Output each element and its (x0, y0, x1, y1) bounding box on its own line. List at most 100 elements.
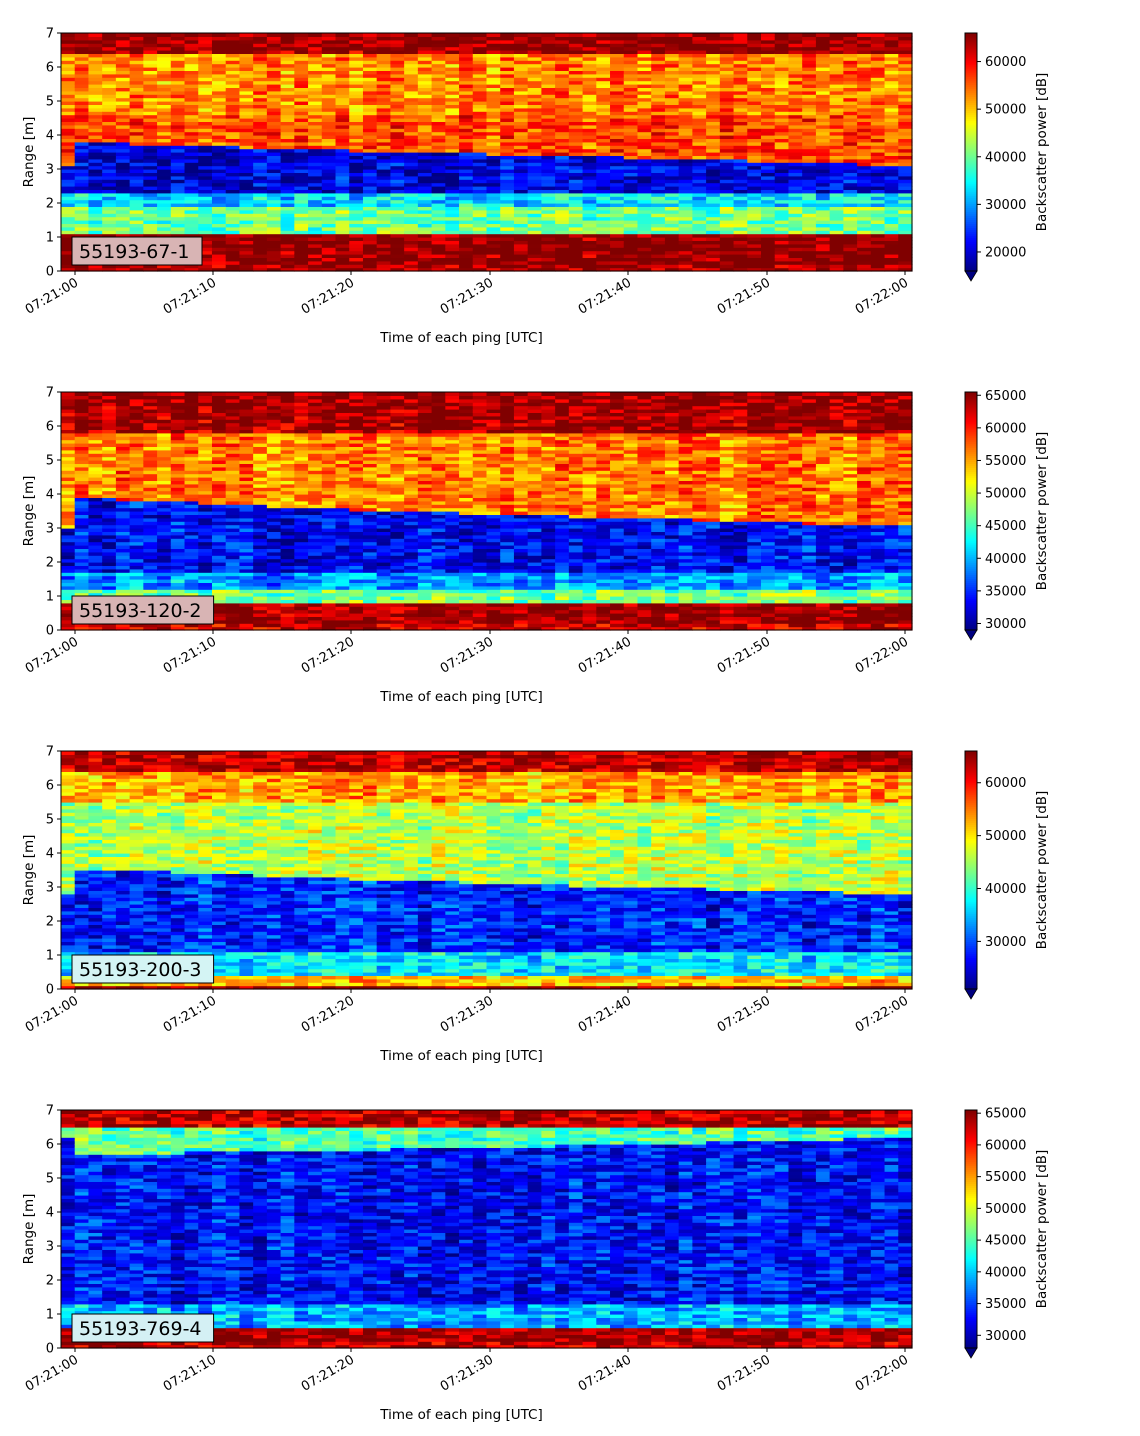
heatmap-cell (61, 226, 76, 231)
heatmap-cell (170, 186, 186, 190)
heatmap-cell (211, 230, 227, 235)
heatmap-cell (102, 80, 117, 85)
y-tick-label: 0 (46, 265, 54, 280)
heatmap-cell (308, 250, 323, 255)
heatmap-cell (88, 226, 103, 231)
heatmap-cell (321, 226, 337, 231)
heatmap-cell (472, 233, 488, 238)
heatmap-cell (596, 148, 611, 153)
heatmap-cell (129, 487, 144, 492)
heatmap-cell (404, 216, 419, 221)
heatmap-cell (170, 203, 186, 207)
heatmap-cell (857, 209, 872, 214)
heatmap-cell (335, 141, 350, 146)
heatmap-cell (733, 175, 748, 180)
heatmap-cell (884, 226, 899, 231)
heatmap-cell (623, 192, 639, 197)
heatmap-cell (225, 60, 241, 65)
heatmap-cell (308, 199, 323, 204)
heatmap-cell (115, 213, 131, 218)
heatmap-cell (664, 233, 680, 238)
heatmap-cell (170, 63, 186, 68)
heatmap-cell (280, 209, 295, 214)
heatmap-cell (568, 158, 584, 163)
heatmap-cell (129, 101, 144, 105)
heatmap-cell (61, 216, 76, 221)
colorbar-tick-label: 40000 (985, 150, 1026, 165)
heatmap-cell (239, 169, 254, 173)
heatmap-cell (761, 209, 776, 214)
heatmap-cell (198, 33, 213, 37)
heatmap-cell (74, 158, 90, 163)
heatmap-cell (637, 199, 652, 204)
heatmap-cell (115, 226, 131, 231)
heatmap-cell (102, 175, 117, 180)
heatmap-cell (170, 60, 186, 65)
heatmap-cell (555, 209, 570, 214)
heatmap-cell (198, 84, 213, 88)
y-axis-label: Range [m] (21, 117, 37, 188)
heatmap-cell (198, 169, 213, 173)
heatmap-cell (61, 121, 76, 126)
heatmap-cell (198, 90, 213, 95)
heatmap-cell (88, 56, 103, 61)
heatmap-cell (61, 169, 76, 173)
heatmap-cell (623, 233, 639, 238)
heatmap-cell (664, 141, 680, 146)
heatmap-cell (198, 209, 213, 214)
heatmap-cell (115, 165, 131, 170)
heatmap-cell (747, 250, 762, 255)
heatmap-cell (898, 199, 913, 204)
heatmap-cell (102, 56, 117, 61)
heatmap-cell (802, 148, 817, 153)
heatmap-cell (170, 114, 186, 119)
heatmap-cell (170, 67, 186, 71)
heatmap-cell (74, 199, 90, 204)
heatmap-cell (857, 158, 872, 163)
heatmap-cell (870, 192, 886, 197)
heatmap-cell (115, 148, 131, 153)
heatmap-cell (211, 70, 227, 75)
heatmap-cell (321, 158, 337, 163)
heatmap-cell (143, 470, 158, 475)
heatmap-cell (678, 264, 693, 269)
heatmap-cell (472, 264, 488, 269)
heatmap-cell (829, 226, 844, 231)
heatmap-cell (198, 118, 213, 122)
heatmap-cell (843, 182, 858, 187)
heatmap-cell (829, 216, 844, 221)
heatmap-cell (170, 182, 186, 187)
heatmap-cell (102, 128, 117, 133)
heatmap-cell (74, 90, 90, 95)
heatmap-cell (198, 94, 213, 99)
heatmap-cell (157, 179, 172, 184)
heatmap-cell (596, 216, 611, 221)
heatmap-cell (610, 243, 625, 248)
heatmap-cell (74, 77, 90, 82)
heatmap-cell (115, 56, 131, 61)
heatmap-cell (115, 63, 131, 68)
heatmap-cell (198, 233, 213, 238)
heatmap-cell (211, 250, 227, 255)
heatmap-cell (143, 175, 158, 180)
heatmap-cell (362, 141, 378, 146)
heatmap-cell (115, 128, 131, 133)
heatmap-cell (61, 199, 76, 204)
heatmap-cell (788, 216, 803, 221)
heatmap-cell (170, 209, 186, 214)
heatmap-cell (486, 165, 501, 170)
heatmap-cell (884, 165, 899, 170)
heatmap-cell (74, 196, 90, 201)
heatmap-cell (596, 192, 611, 197)
heatmap-cell (513, 226, 529, 231)
heatmap-cell (61, 223, 76, 228)
heatmap-cell (115, 487, 131, 492)
heatmap-cell (170, 199, 186, 204)
heatmap-cell (582, 209, 597, 214)
heatmap-cell (225, 247, 241, 252)
heatmap-cell (88, 196, 103, 201)
heatmap-cell (761, 148, 776, 153)
heatmap-cell (239, 118, 254, 122)
heatmap-cell (445, 199, 460, 204)
heatmap-cell (198, 226, 213, 231)
